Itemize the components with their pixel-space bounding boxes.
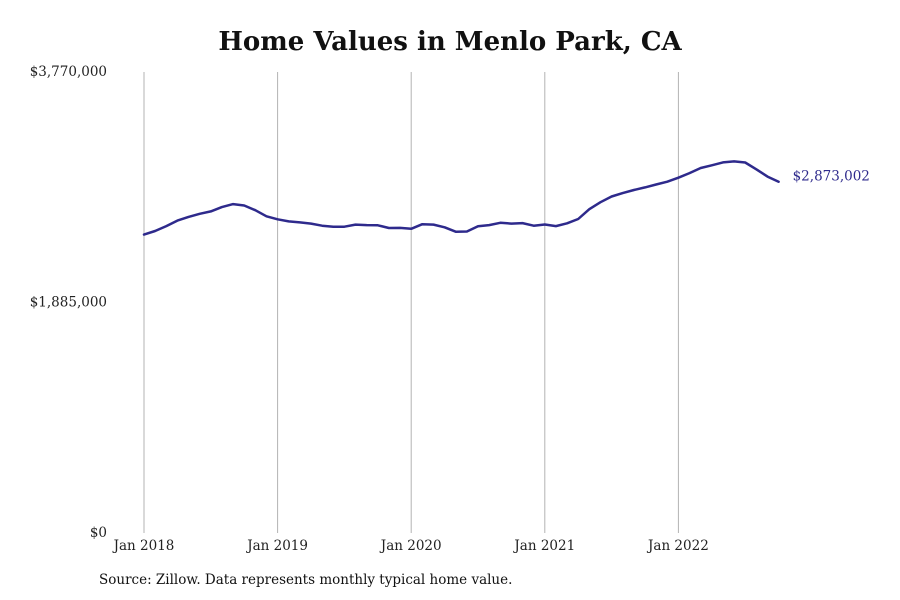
end-value-label: $2,873,002 bbox=[793, 169, 870, 185]
x-tick-label: Jan 2018 bbox=[112, 538, 175, 554]
y-tick-label: $3,770,000 bbox=[30, 64, 107, 80]
x-tick-label: Jan 2020 bbox=[379, 538, 442, 554]
chart-title: Home Values in Menlo Park, CA bbox=[218, 27, 682, 57]
x-tick-label: Jan 2021 bbox=[512, 538, 575, 554]
series-line-0 bbox=[142, 160, 780, 236]
y-tick-label: $0 bbox=[90, 525, 107, 541]
series-layer: $2,873,002 bbox=[142, 160, 870, 236]
x-axis-ticks: Jan 2018 Jan 2019 Jan 2020 Jan 2021 Jan 2022 bbox=[112, 538, 709, 554]
gridlines bbox=[143, 72, 679, 533]
y-tick-label: $1,885,000 bbox=[30, 295, 107, 311]
y-axis-ticks: $0 $1,885,000 $3,770,000 bbox=[30, 64, 107, 541]
source-note: Source: Zillow. Data represents monthly … bbox=[99, 572, 513, 588]
x-tick-label: Jan 2022 bbox=[646, 538, 709, 554]
x-tick-label: Jan 2019 bbox=[245, 538, 308, 554]
